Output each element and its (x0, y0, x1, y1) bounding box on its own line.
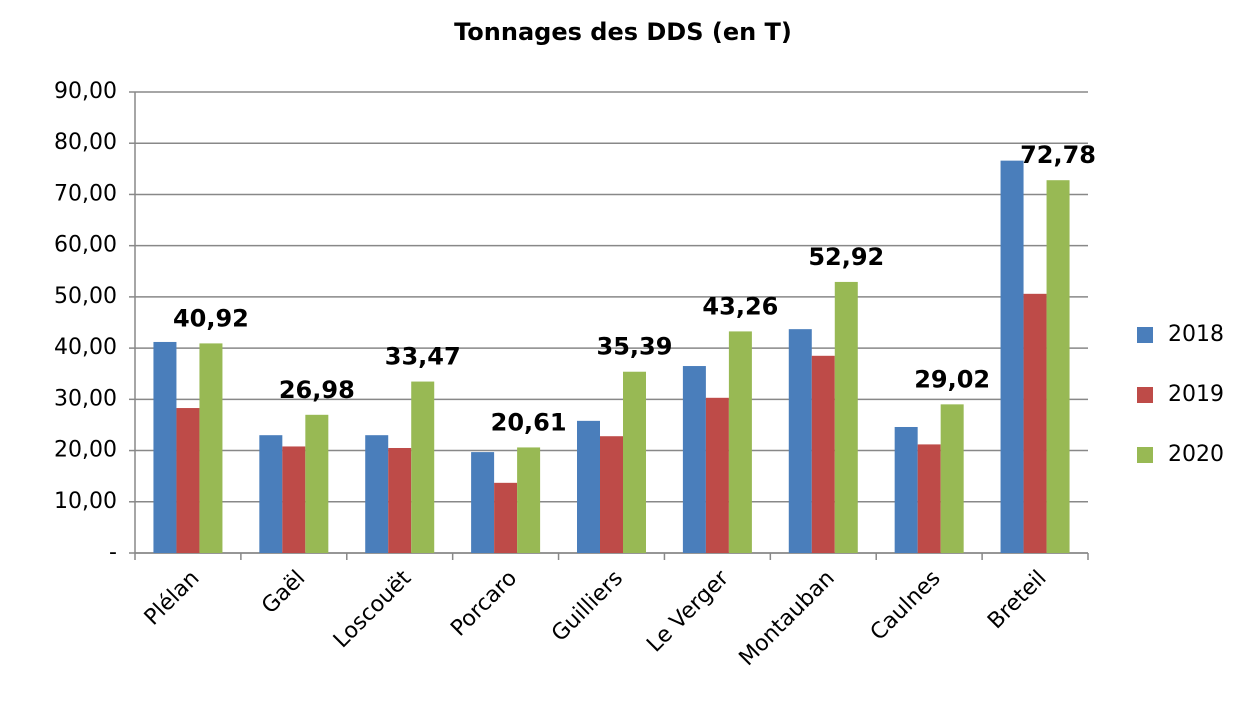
bar (494, 482, 518, 553)
bar (811, 355, 835, 553)
legend-label: 2018 (1168, 322, 1224, 347)
y-tick-label: 50,00 (54, 284, 117, 309)
legend-swatch (1137, 447, 1153, 463)
bar (153, 341, 177, 553)
value-label: 20,61 (491, 408, 567, 436)
x-tick-label: Plélan (140, 566, 205, 631)
bar (940, 404, 964, 553)
value-label: 40,92 (173, 304, 249, 332)
bar (305, 414, 329, 553)
value-label: 26,98 (279, 376, 355, 404)
bar (471, 452, 495, 553)
bar (411, 381, 435, 553)
bar (1046, 180, 1070, 554)
bar (199, 343, 223, 553)
y-tick-label: 80,00 (54, 130, 117, 155)
value-label: 52,92 (808, 243, 884, 271)
value-label: 72,78 (1020, 141, 1096, 169)
bar (517, 447, 541, 553)
x-tick-label: Porcaro (446, 566, 522, 642)
bar (365, 435, 389, 553)
bar (682, 366, 706, 553)
bar (1023, 293, 1047, 553)
bar (705, 397, 729, 553)
y-tick-label: 30,00 (54, 386, 117, 411)
x-tick-label: Breteil (983, 566, 1051, 634)
bar (894, 426, 918, 553)
y-tick-label: 20,00 (54, 438, 117, 463)
value-label: 43,26 (702, 292, 778, 320)
y-tick-label: 10,00 (54, 489, 117, 514)
bar (282, 446, 306, 553)
x-tick-label: Le Verger (642, 565, 734, 657)
legend-label: 2020 (1168, 442, 1224, 467)
legend-label: 2019 (1168, 382, 1224, 407)
bar (728, 331, 752, 553)
bar (259, 435, 283, 553)
bar (388, 447, 412, 553)
y-tick-label: - (109, 540, 117, 565)
value-label: 29,02 (914, 365, 990, 393)
value-label: 35,39 (597, 333, 673, 361)
y-tick-label: 70,00 (54, 181, 117, 206)
x-tick-label: Loscouët (329, 566, 417, 654)
x-tick-label: Caulnes (866, 566, 946, 646)
y-tick-label: 40,00 (54, 335, 117, 360)
bar (788, 329, 812, 553)
value-label: 33,47 (385, 343, 461, 371)
bar (176, 408, 200, 553)
chart-title: Tonnages des DDS (en T) (454, 18, 792, 46)
bar (917, 444, 941, 553)
bar (623, 371, 646, 553)
x-tick-label: Guilliers (547, 566, 628, 647)
legend-swatch (1137, 387, 1153, 403)
x-tick-label: Gaël (257, 566, 310, 619)
bar (834, 281, 858, 553)
bar (1000, 160, 1024, 554)
x-tick-label: Montauban (735, 566, 840, 671)
y-tick-label: 90,00 (54, 79, 117, 104)
bar (600, 436, 623, 553)
y-tick-label: 60,00 (54, 233, 117, 258)
bar (577, 420, 600, 553)
legend-swatch (1137, 327, 1153, 343)
